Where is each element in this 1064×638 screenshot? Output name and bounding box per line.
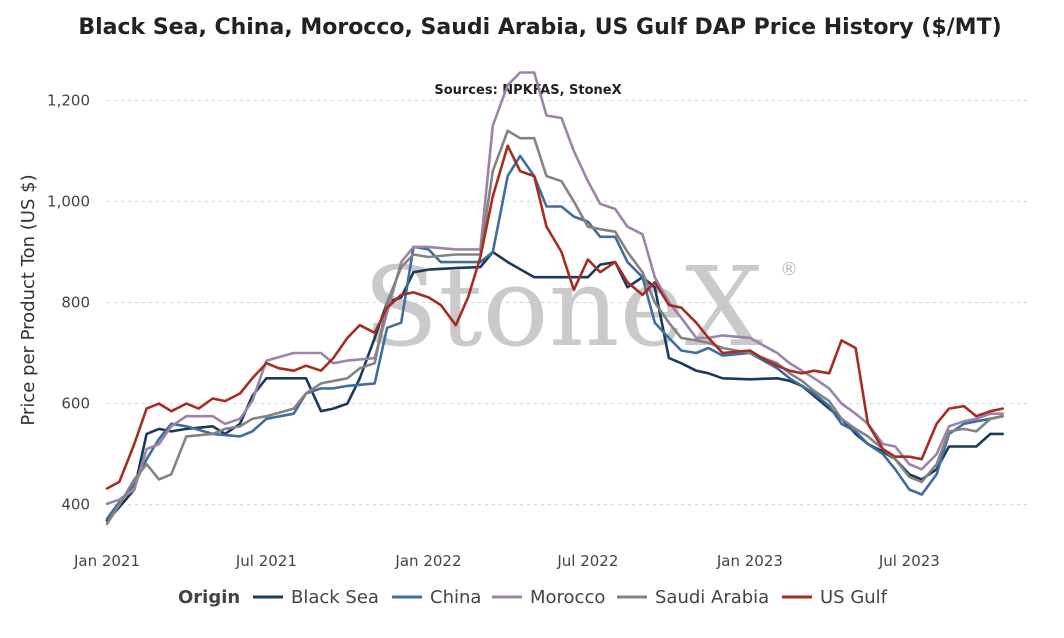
y-tick-label: 800 (61, 294, 90, 312)
legend-items: Black Sea China Morocco Saudi Arabia US Gulf (253, 587, 888, 608)
y-tick-label: 1,000 (47, 192, 90, 210)
series-line-saudi-arabia (105, 129, 1005, 526)
legend-label-black-sea: Black Sea (291, 587, 379, 608)
x-tick-label: Jan 2023 (716, 552, 783, 570)
y-axis-ticks: 400 600 800 1,000 1,200 (47, 91, 90, 513)
watermark-registered-mark: ® (780, 259, 798, 280)
legend-label-china: China (430, 587, 481, 608)
legend: Origin Black Sea China Morocco Saudi Arabia… (178, 587, 888, 608)
y-tick-label: 400 (61, 496, 90, 514)
series-lines (105, 71, 1005, 526)
x-tick-label: Jan 2022 (394, 552, 461, 570)
y-axis-label: Price per Product Ton (US $) (18, 174, 39, 425)
y-tick-label: 600 (61, 395, 90, 413)
x-tick-label: Jul 2021 (235, 552, 297, 570)
legend-title: Origin (178, 587, 240, 608)
x-axis-ticks: Jan 2021 Jul 2021 Jan 2022 Jul 2022 Jan 2023… (73, 552, 940, 570)
x-tick-label: Jul 2022 (556, 552, 618, 570)
stonex-watermark: StoneX ® (363, 243, 798, 371)
chart-subtitle: Sources: NPKFAS, StoneX (434, 83, 621, 98)
watermark-text: StoneX (363, 243, 763, 371)
legend-label-morocco: Morocco (530, 587, 605, 608)
x-tick-label: Jul 2023 (878, 552, 940, 570)
chart-title: Black Sea, China, Morocco, Saudi Arabia,… (78, 15, 1001, 40)
y-tick-label: 1,200 (47, 91, 90, 109)
series-line-china (105, 154, 1005, 521)
series-line-us-gulf (105, 144, 1005, 490)
x-tick-label: Jan 2021 (73, 552, 140, 570)
legend-label-us-gulf: US Gulf (820, 587, 888, 608)
legend-label-saudi-arabia: Saudi Arabia (655, 587, 769, 608)
